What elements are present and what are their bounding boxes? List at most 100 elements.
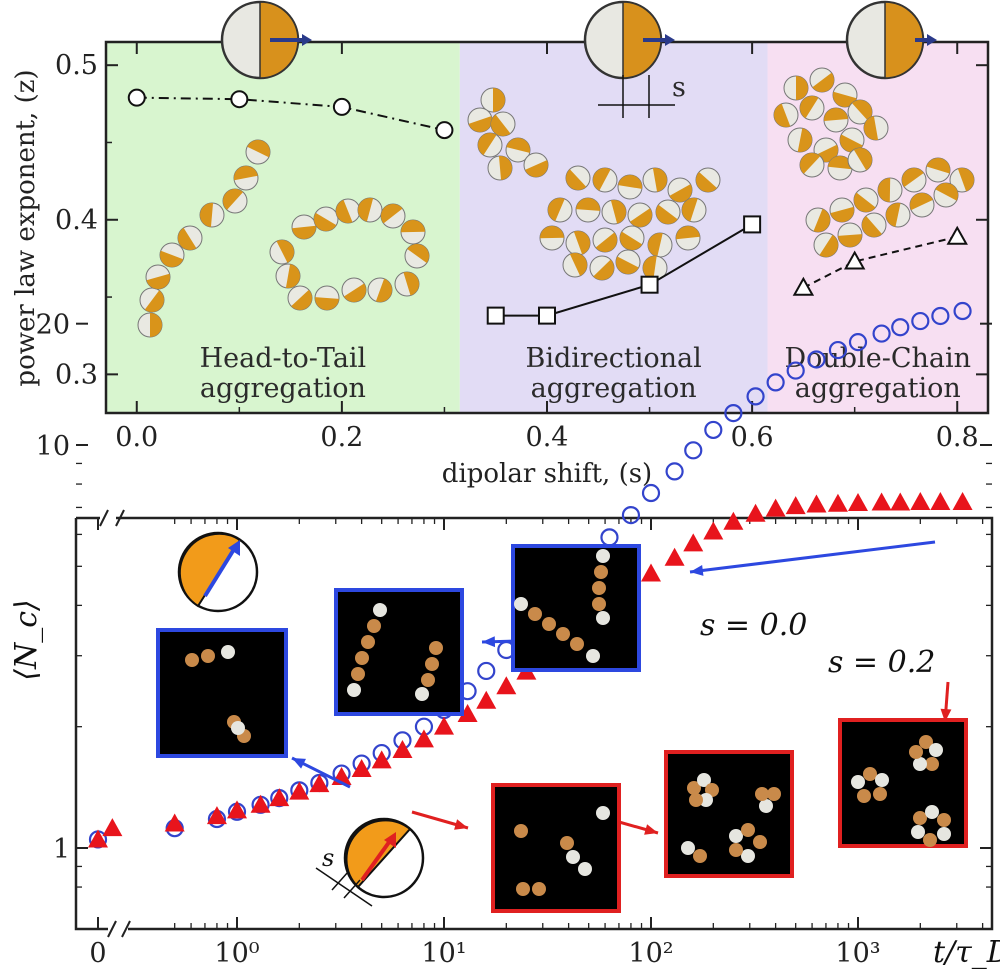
aggregate-particle	[547, 197, 573, 223]
data-point	[843, 250, 866, 270]
particle-orange-half	[276, 240, 294, 263]
axis-break	[115, 509, 125, 527]
data-point	[792, 276, 815, 296]
snapshot-particle	[729, 829, 743, 843]
snapshot-box	[838, 718, 968, 848]
aggregate-particle	[805, 207, 831, 233]
data-point	[946, 225, 968, 245]
axis-break	[99, 509, 109, 527]
aggregate-particle	[627, 202, 653, 228]
particle-orange-half	[878, 178, 891, 202]
x-tick-label: 10¹	[421, 938, 466, 969]
snapshot-particle	[594, 565, 608, 579]
snapshot-particle	[367, 619, 381, 633]
particle-orange-half	[178, 532, 242, 608]
snapshot-particle	[699, 793, 713, 807]
snapshot-particle	[514, 824, 528, 838]
aggregate-particle	[647, 232, 673, 258]
snapshot-box	[511, 544, 641, 672]
data-point	[765, 498, 786, 517]
snapshot-particle	[596, 549, 610, 563]
annotation-arrow-head	[690, 565, 704, 576]
aggregate-particle	[400, 219, 426, 245]
dipole-arrow-icon	[360, 836, 394, 882]
data-point	[476, 690, 497, 709]
aggregate-particle	[539, 225, 565, 251]
particle-orange-half	[833, 91, 857, 108]
snapshot-particle	[911, 825, 925, 839]
data-point	[871, 492, 892, 511]
dipole-arrow-head-icon	[665, 34, 675, 46]
data-point	[890, 492, 911, 511]
x-axis-title: dipolar shift, (s)	[442, 459, 652, 489]
region-background	[106, 42, 460, 413]
aggregate-particle	[505, 137, 531, 163]
data-point	[309, 774, 330, 793]
aggregate-particle	[245, 139, 271, 165]
data-point	[745, 503, 766, 522]
aggregate-particle	[199, 202, 225, 228]
aggregate-particle	[233, 165, 259, 191]
aggregate-particle	[222, 188, 248, 214]
data-point	[911, 311, 930, 331]
data-point	[848, 333, 868, 352]
particle-orange-half	[652, 168, 668, 192]
axis-break	[121, 920, 131, 938]
snapshot-particle	[687, 781, 701, 795]
aggregate-particle	[847, 99, 873, 125]
snapshot-particle	[596, 806, 610, 820]
snapshot-particle	[923, 833, 937, 847]
particle-orange-half	[315, 297, 339, 310]
aggregate-particle	[619, 225, 645, 251]
particle-orange-half	[926, 158, 950, 174]
particle-orange-half	[620, 231, 643, 251]
x-tick-label: 0.2	[320, 422, 363, 453]
aggregate-particle	[837, 222, 863, 248]
aggregate-particle	[314, 285, 340, 311]
particle-orange-half	[593, 259, 614, 281]
particle-orange-half	[573, 231, 590, 255]
particle-orange-half	[902, 168, 924, 188]
particle-orange-half	[506, 138, 530, 153]
aggregate-particle	[480, 87, 506, 113]
aggregate-particle	[847, 147, 873, 173]
particle-orange-half	[648, 233, 663, 257]
snapshot-particle	[425, 657, 439, 671]
particle-orange-half	[358, 197, 374, 222]
data-point	[807, 350, 826, 369]
plot-frame	[116, 516, 994, 931]
data-point	[227, 800, 247, 819]
data-point	[351, 759, 372, 778]
aggregate-particle	[809, 67, 835, 93]
snapshot-particle	[913, 811, 927, 825]
aggregate-particle	[681, 197, 707, 223]
snapshot-particle	[755, 787, 769, 801]
data-point	[724, 403, 743, 423]
aggregate-particle	[291, 214, 317, 240]
snapshot-particle	[753, 835, 767, 849]
particle-orange-half	[247, 140, 270, 158]
x-axis-title: t/τ_D	[933, 935, 1000, 970]
particle-orange-half	[696, 171, 717, 192]
data-point	[827, 493, 848, 512]
x-tick-label: 0.8	[936, 422, 979, 453]
particle-orange-half	[862, 215, 882, 238]
region-background	[459, 42, 768, 413]
aggregate-particle	[885, 202, 911, 228]
aggregate-particle	[813, 232, 839, 258]
data-point	[683, 533, 704, 552]
dimension-line	[315, 867, 373, 907]
data-point	[269, 788, 290, 807]
particle-orange-half	[566, 169, 587, 190]
data-point	[371, 750, 392, 769]
snapshot-particle	[681, 841, 695, 855]
particle-orange-half	[774, 103, 791, 127]
aggregate-particle	[490, 111, 516, 137]
x-tick-label: 0.0	[115, 422, 158, 453]
snapshot-box	[664, 750, 794, 878]
aggregate-particle	[145, 264, 171, 290]
snapshot-particle	[560, 836, 574, 850]
janus-particle-icon	[220, 0, 312, 80]
aggregate-particle	[877, 177, 903, 203]
